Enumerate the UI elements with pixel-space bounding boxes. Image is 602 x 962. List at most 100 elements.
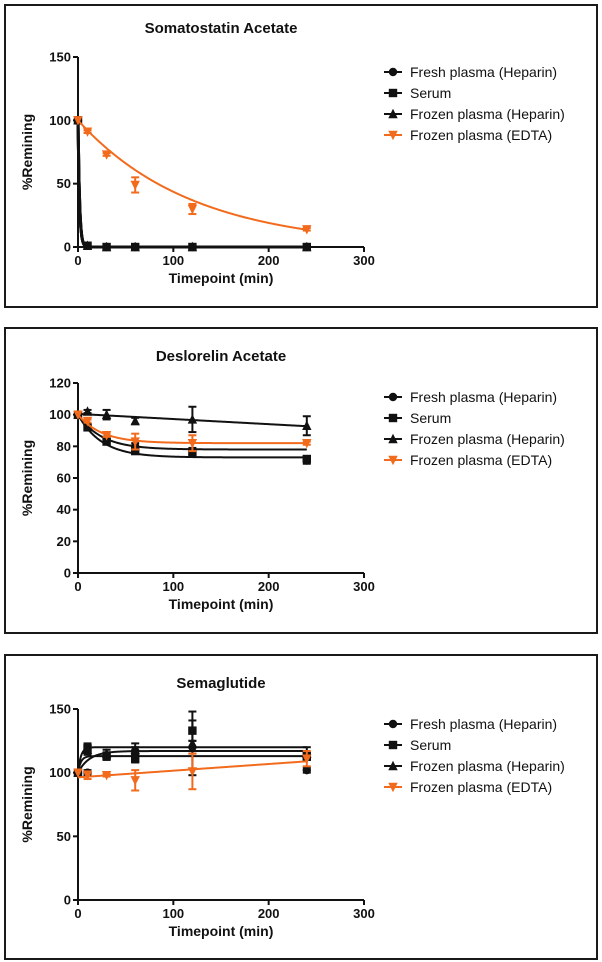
x-tick-label: 0: [74, 579, 81, 594]
axes: 0 50 100 150 0 100 200 300: [49, 50, 375, 269]
data-point: [187, 738, 198, 748]
data-point: [73, 116, 83, 126]
x-tick-label: 300: [353, 579, 375, 594]
x-tick-label: 200: [258, 253, 280, 268]
y-tick-label: 20: [57, 534, 71, 549]
x-tick-label: 0: [74, 253, 81, 268]
chart-panel-deslorelin: Deslorelin Acetate 0 20 40 60 80 100 120 0 100 200…: [4, 327, 598, 634]
data-point: [302, 454, 311, 464]
legend-marker-icon: [388, 130, 398, 141]
y-tick-label: 100: [49, 765, 71, 780]
y-tick-label: 0: [64, 893, 71, 908]
data-point: [101, 241, 112, 252]
y-tick-label: 0: [64, 566, 71, 581]
chart-title: Somatostatin Acetate: [145, 20, 298, 37]
data-point: [130, 415, 140, 426]
legend: Fresh plasma (Heparin) Serum Frozen plasma…: [384, 389, 565, 468]
chart-title: Semaglutide: [176, 675, 265, 692]
legend-item: Serum: [384, 737, 451, 753]
x-axis-label: Timepoint (min): [169, 923, 274, 939]
chart-title: Deslorelin Acetate: [156, 348, 286, 365]
y-tick-label: 50: [57, 829, 71, 844]
legend: Fresh plasma (Heparin) Serum Frozen plasma…: [384, 716, 565, 795]
series-1: [73, 116, 311, 252]
series-3: [73, 116, 312, 235]
y-tick-label: 50: [57, 176, 71, 191]
legend-item: Fresh plasma (Heparin): [384, 64, 557, 80]
legend-item: Frozen plasma (Heparin): [384, 758, 565, 774]
legend-label: Fresh plasma (Heparin): [410, 64, 557, 80]
legend-label: Fresh plasma (Heparin): [410, 716, 557, 732]
legend-marker-icon: [388, 413, 398, 423]
legend-marker-icon: [388, 719, 398, 729]
data-point: [131, 446, 140, 456]
y-tick-label: 40: [57, 502, 71, 517]
data-point: [130, 437, 140, 447]
legend: Fresh plasma (Heparin) Serum Frozen plasma…: [384, 64, 565, 143]
x-tick-label: 0: [74, 906, 81, 921]
data-point: [73, 768, 83, 778]
legend-item: Fresh plasma (Heparin): [384, 716, 557, 732]
y-tick-label: 100: [49, 407, 71, 422]
data-point: [187, 204, 198, 215]
data-point: [82, 240, 93, 250]
legend-marker-icon: [388, 433, 398, 444]
y-tick-label: 150: [49, 50, 71, 65]
series-1: [73, 410, 311, 464]
data-point: [101, 431, 112, 441]
y-tick-label: 100: [49, 113, 71, 128]
x-tick-label: 100: [162, 579, 184, 594]
data-point: [82, 416, 93, 427]
data-point: [302, 225, 312, 235]
data-point: [302, 241, 312, 252]
y-tick-label: 60: [57, 471, 71, 486]
series-3: [73, 410, 312, 453]
fit-curve: [77, 119, 307, 231]
legend-label: Frozen plasma (EDTA): [410, 779, 552, 795]
legend-marker-icon: [388, 782, 398, 793]
x-tick-label: 200: [258, 579, 280, 594]
data-point: [101, 150, 112, 160]
data-point: [101, 771, 112, 781]
data-point: [302, 765, 311, 775]
data-point: [187, 414, 198, 424]
legend-marker-icon: [388, 67, 398, 77]
data-point: [187, 767, 198, 777]
legend-item: Frozen plasma (EDTA): [384, 779, 552, 795]
legend-marker-icon: [388, 108, 398, 119]
y-tick-label: 150: [49, 702, 71, 717]
y-axis-label: %Remining: [19, 114, 35, 190]
legend-label: Serum: [410, 85, 451, 101]
data-point: [130, 744, 140, 754]
chart-panel-semaglutide: Semaglutide 0 50 100 150 0 100 200 300 Timepoint …: [4, 654, 598, 960]
fit-curve: [76, 120, 307, 249]
legend-label: Serum: [410, 737, 451, 753]
chart-panel-somatostatin: Somatostatin Acetate 0 50 100 150 0 100 200 300 T…: [4, 4, 598, 308]
fit-curve: [77, 414, 307, 459]
legend-item: Frozen plasma (EDTA): [384, 452, 552, 468]
legend-label: Frozen plasma (EDTA): [410, 452, 552, 468]
data-point: [302, 754, 312, 764]
data-point: [102, 437, 111, 446]
data-point: [130, 241, 140, 252]
y-axis-label: %Remining: [19, 766, 35, 842]
data-point: [73, 410, 83, 420]
y-tick-label: 120: [49, 376, 71, 391]
data-point: [130, 180, 140, 191]
legend-marker-icon: [388, 392, 398, 402]
data-point: [83, 423, 92, 432]
legend-label: Serum: [410, 410, 451, 426]
data-point: [188, 448, 197, 457]
data-point: [187, 241, 198, 252]
legend-item: Serum: [384, 85, 451, 101]
axes: 0 20 40 60 80 100 120 0 100 200 300: [49, 376, 375, 595]
legend-label: Frozen plasma (Heparin): [410, 431, 565, 447]
legend-label: Frozen plasma (EDTA): [410, 127, 552, 143]
legend-item: Serum: [384, 410, 451, 426]
chart-deslorelin: Deslorelin Acetate 0 20 40 60 80 100 120 0 100 200…: [19, 348, 565, 612]
data-point: [302, 438, 312, 449]
data-point: [130, 776, 140, 786]
x-axis-label: Timepoint (min): [169, 270, 274, 286]
legend-label: Frozen plasma (Heparin): [410, 758, 565, 774]
data-point: [101, 748, 112, 758]
